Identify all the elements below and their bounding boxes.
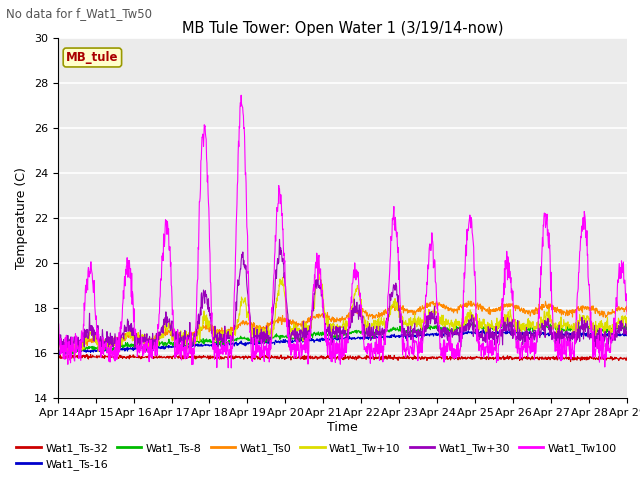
Y-axis label: Temperature (C): Temperature (C) [15,168,28,269]
Title: MB Tule Tower: Open Water 1 (3/19/14-now): MB Tule Tower: Open Water 1 (3/19/14-now… [182,21,503,36]
Text: MB_tule: MB_tule [66,51,118,64]
X-axis label: Time: Time [327,421,358,434]
Legend: Wat1_Ts-32, Wat1_Ts-16, Wat1_Ts-8, Wat1_Ts0, Wat1_Tw+10, Wat1_Tw+30, Wat1_Tw100: Wat1_Ts-32, Wat1_Ts-16, Wat1_Ts-8, Wat1_… [12,438,621,474]
Text: No data for f_Wat1_Tw50: No data for f_Wat1_Tw50 [6,7,152,20]
